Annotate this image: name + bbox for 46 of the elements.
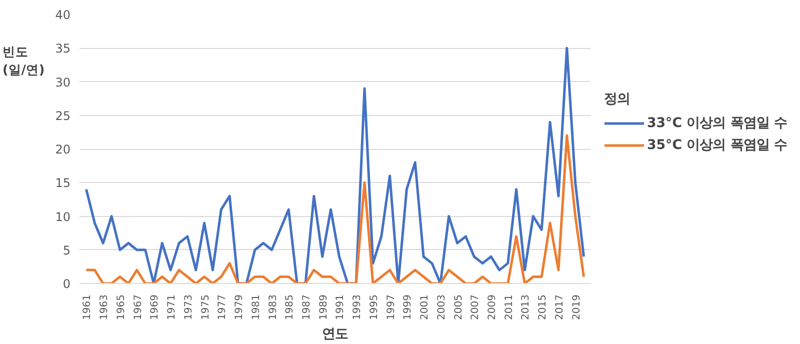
- y-tick-label: 20: [55, 142, 71, 156]
- y-tick-label: 35: [55, 42, 71, 56]
- line-series: [84, 46, 586, 284]
- x-tick-label: 1987: [301, 294, 312, 320]
- x-tick-label: 2017: [554, 294, 566, 320]
- y-tick-label: 5: [62, 243, 71, 258]
- x-tick-label: 1961: [82, 294, 94, 320]
- x-tick-label: 1969: [150, 294, 161, 320]
- x-tick-label: 2005: [453, 294, 464, 320]
- x-tick-label: 1985: [284, 294, 296, 320]
- x-tick-label: 1997: [386, 294, 397, 320]
- x-tick-label: 2009: [487, 294, 498, 320]
- x-tick-label: 2015: [538, 294, 549, 320]
- x-tick-label: 1967: [132, 294, 144, 320]
- x-tick-label: 1989: [318, 294, 330, 320]
- y-tick-label: 30: [55, 75, 71, 90]
- x-tick-label: 1971: [166, 294, 178, 320]
- legend-label: 35°C 이상의 폭염일 수: [647, 137, 787, 154]
- x-tick-label: 1977: [217, 294, 228, 320]
- x-tick-label: 1979: [234, 294, 246, 320]
- x-tick-label: 1991: [335, 294, 346, 320]
- y-tick-label: 25: [55, 108, 71, 123]
- x-tick-label: 1981: [250, 294, 262, 320]
- x-tick-label: 2007: [470, 294, 482, 320]
- x-tick-label: 1993: [352, 294, 364, 320]
- x-tick-label: 2003: [436, 294, 448, 320]
- x-tick-label: 1999: [402, 294, 414, 320]
- x-tick-label: 1995: [368, 294, 380, 320]
- y-tick-label: 10: [55, 210, 71, 224]
- legend-label: 33°C 이상의 폭염일 수: [647, 115, 787, 132]
- line-series: [84, 134, 586, 284]
- y-tick-label: 0: [62, 277, 71, 291]
- x-tick-label: 2013: [520, 294, 532, 320]
- x-tick-label: 1973: [183, 294, 194, 320]
- x-tick-label: 1975: [200, 294, 212, 320]
- y-axis-title: 빈도 (일/연): [2, 44, 45, 78]
- x-tick-label: 1983: [268, 294, 279, 320]
- x-tick-label: 2019: [571, 294, 582, 320]
- x-tick-label: 2001: [420, 294, 431, 320]
- x-tick-label: 2011: [504, 294, 515, 320]
- x-tick-label: 1965: [116, 294, 127, 320]
- x-axis-title: 연도: [322, 326, 348, 342]
- y-tick-label: 40: [55, 8, 71, 22]
- legend-title: 정의: [604, 91, 631, 108]
- y-tick-label: 15: [55, 176, 71, 190]
- x-tick-label: 1963: [99, 294, 110, 320]
